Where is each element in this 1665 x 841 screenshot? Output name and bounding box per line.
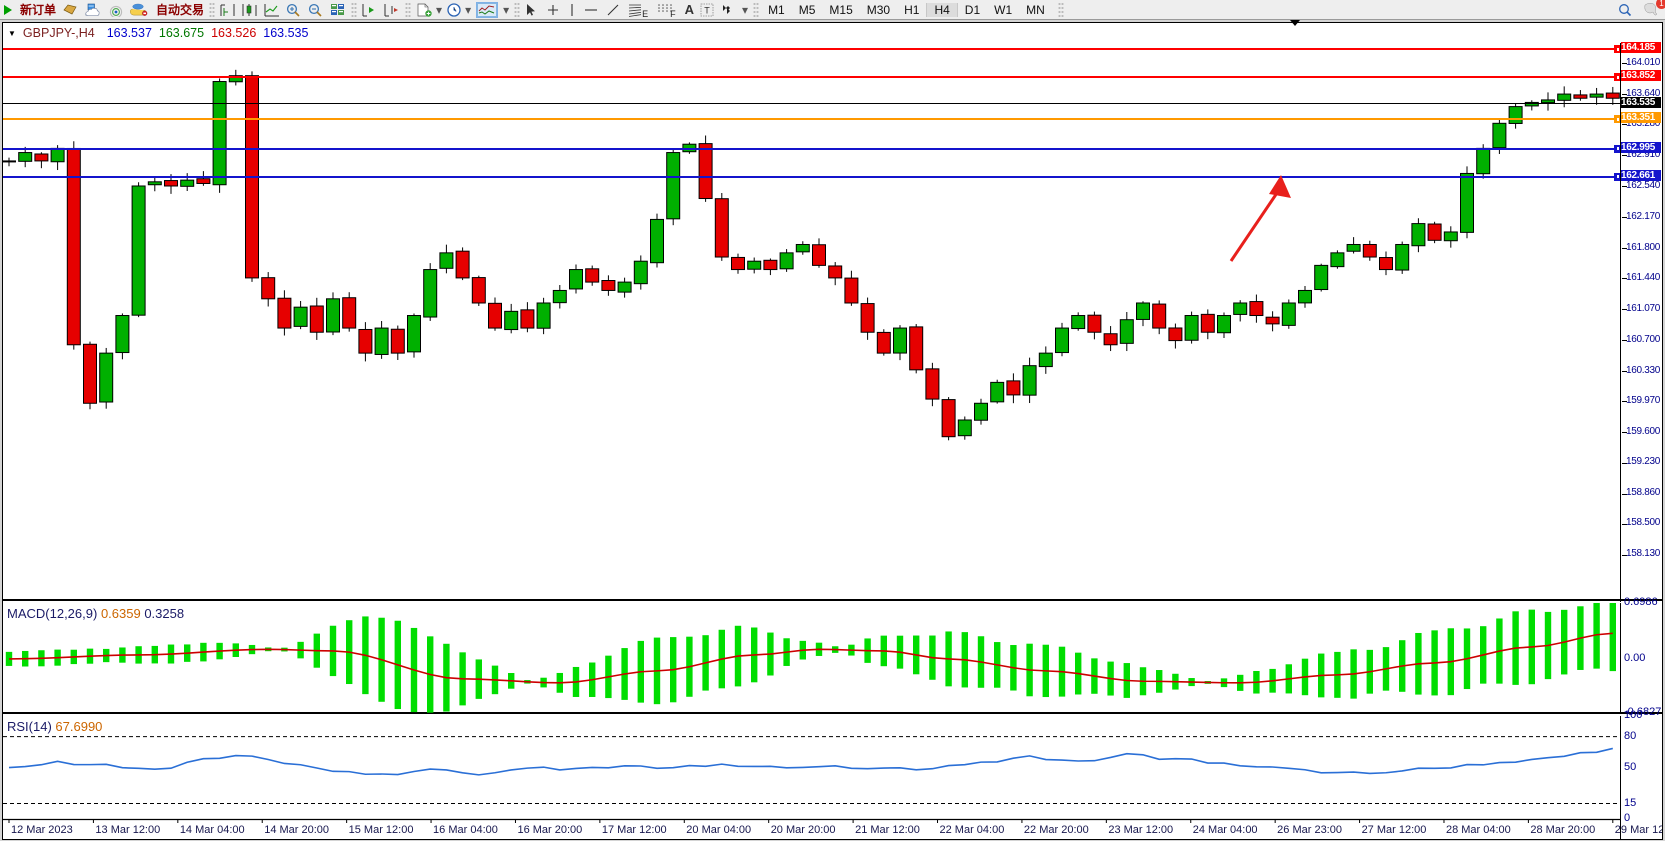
svg-text:T: T	[704, 5, 710, 15]
